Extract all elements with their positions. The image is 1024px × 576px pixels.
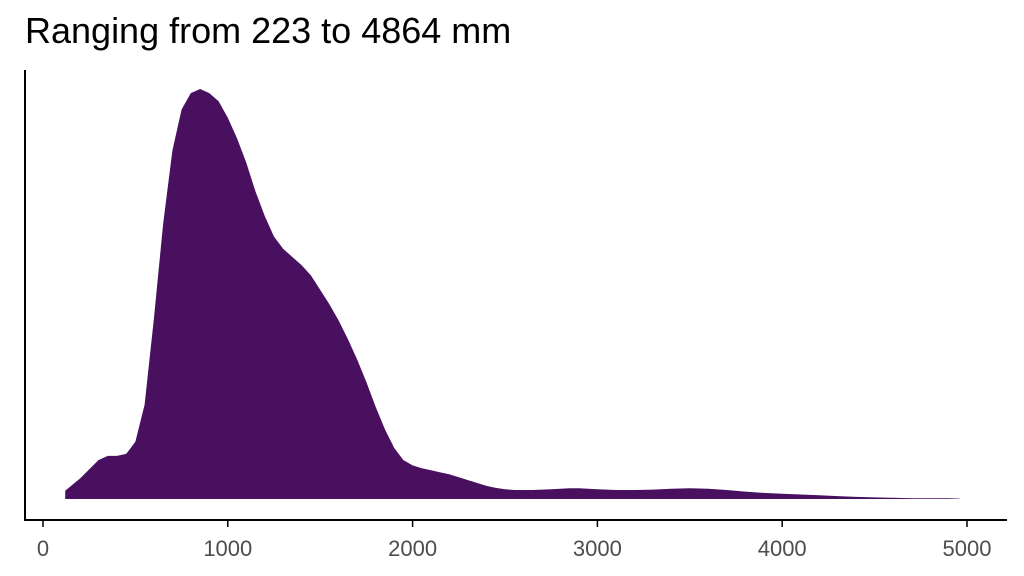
x-tick-label: 2000: [388, 536, 437, 561]
x-axis-ticks: 0 1000 2000 3000 4000 5000: [37, 520, 992, 561]
density-area: [65, 89, 960, 499]
x-tick-label: 4000: [758, 536, 807, 561]
x-tick-label: 3000: [573, 536, 622, 561]
x-tick-label: 0: [37, 536, 49, 561]
chart-title: Ranging from 223 to 4864 mm: [25, 10, 512, 51]
x-tick-label: 5000: [943, 536, 992, 561]
plot-area: [65, 89, 960, 499]
x-tick-label: 1000: [203, 536, 252, 561]
